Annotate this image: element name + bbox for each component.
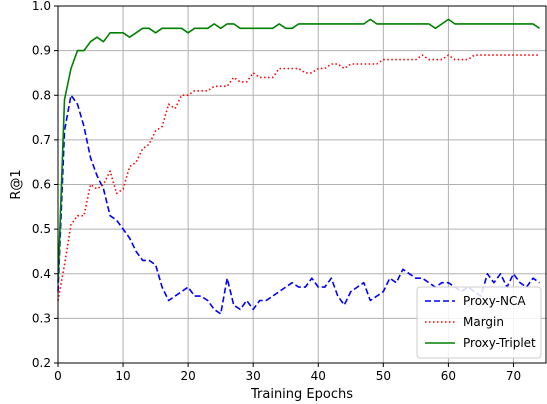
x-tick-label: 60 [441, 369, 456, 383]
x-tick-label: 50 [376, 369, 391, 383]
axis-ticks: 0 10 20 30 40 50 60 70 0.2 0.3 0.4 0.5 0.6 0.7 0.8 0.9 1… [32, 0, 521, 383]
y-tick-label: 0.8 [32, 88, 51, 102]
y-tick-label: 1.0 [32, 0, 51, 13]
y-tick-label: 0.2 [32, 356, 51, 370]
y-tick-label: 0.3 [32, 311, 51, 325]
x-tick-label: 10 [115, 369, 130, 383]
y-tick-label: 0.9 [32, 44, 51, 58]
y-tick-label: 0.4 [32, 267, 51, 281]
series-line-margin [57, 54, 540, 301]
x-tick-label: 40 [311, 369, 326, 383]
series-lines [57, 18, 540, 315]
legend: Proxy-NCA Margin Proxy-Triplet [416, 286, 542, 359]
x-tick-label: 20 [180, 369, 195, 383]
series-line-proxy-nca [57, 94, 540, 315]
series-line-proxy-triplet [57, 18, 540, 283]
x-tick-label: 0 [54, 369, 62, 383]
legend-box [416, 286, 542, 359]
x-tick-label: 30 [246, 369, 261, 383]
legend-label: Proxy-NCA [463, 294, 526, 308]
y-tick-label: 0.7 [32, 133, 51, 147]
legend-label: Margin [463, 315, 504, 329]
legend-label: Proxy-Triplet [463, 336, 536, 350]
y-tick-label: 0.5 [32, 222, 51, 236]
x-tick-label: 70 [506, 369, 521, 383]
y-axis-label: R@1 [9, 169, 24, 199]
x-axis-label: Training Epochs [250, 387, 353, 402]
y-tick-label: 0.6 [32, 178, 51, 192]
